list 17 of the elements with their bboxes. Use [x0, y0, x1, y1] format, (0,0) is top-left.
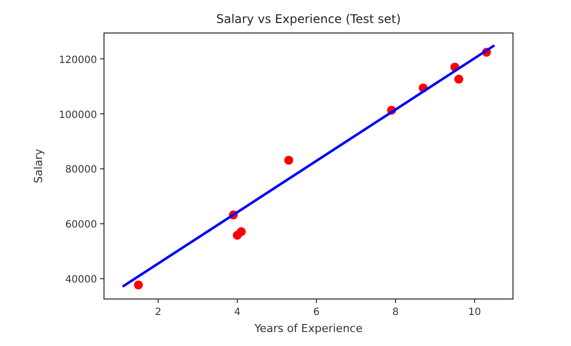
x-tick-label: 4 — [234, 307, 240, 318]
x-tick-label: 6 — [313, 307, 320, 318]
x-tick-label: 8 — [392, 307, 399, 318]
y-tick-label: 80000 — [65, 164, 97, 176]
y-tick-label: 60000 — [65, 220, 97, 231]
chart-title: Salary vs Experience (Test set) — [216, 12, 401, 26]
point — [232, 230, 242, 240]
y-tick-label: 100000 — [58, 110, 97, 121]
x-axis-title: Years of Experience — [254, 322, 363, 335]
x-tick-label: 2 — [155, 307, 162, 318]
point — [454, 74, 464, 84]
y-axis-title: Salary — [32, 148, 45, 184]
x-tick-label: 10 — [468, 307, 481, 318]
point — [134, 280, 143, 290]
y-tick-label: 120000 — [58, 54, 97, 66]
y-tick-label: 40000 — [65, 274, 97, 286]
point — [284, 156, 294, 165]
